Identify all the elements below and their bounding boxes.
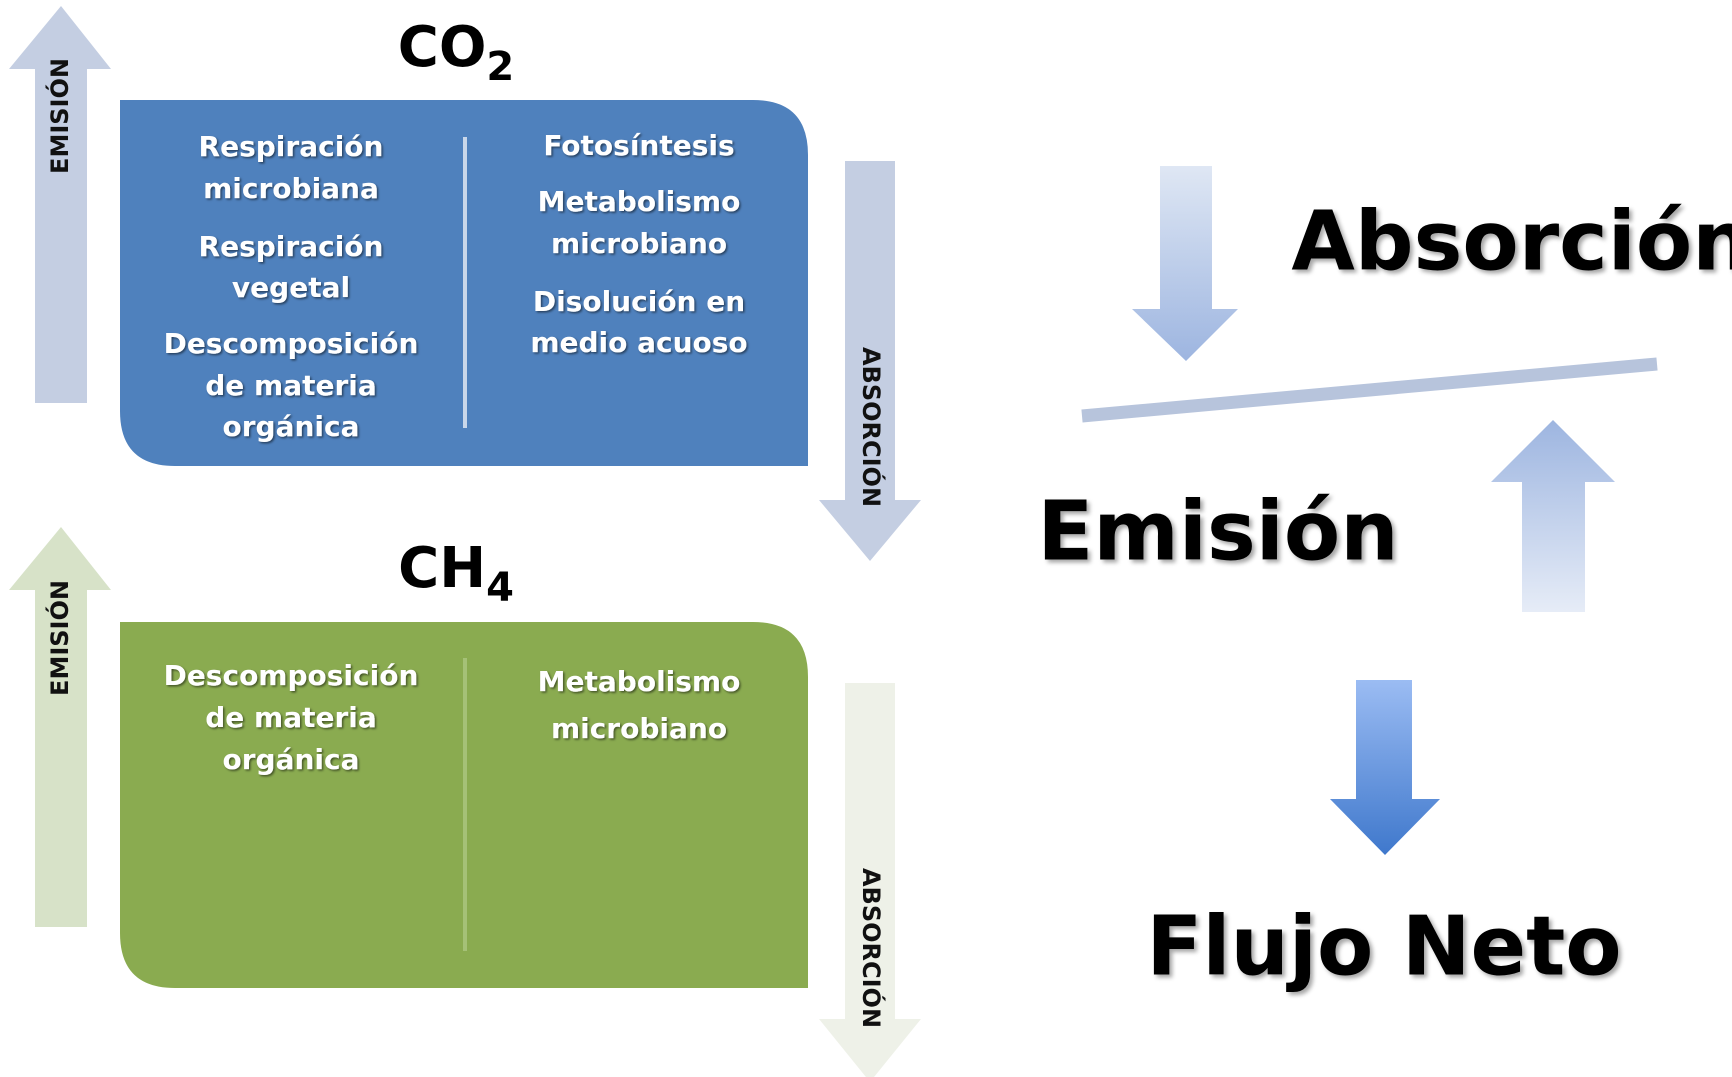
item-line: Descomposición: [164, 659, 419, 692]
balance-beam: [1081, 357, 1658, 423]
ch4-title: CH4: [398, 536, 514, 611]
item-line: medio acuoso: [530, 326, 747, 359]
absorption-text: Absorción: [1291, 194, 1732, 289]
item-line: Fotosíntesis: [543, 129, 734, 162]
net-flux-text: Flujo Neto: [1146, 899, 1621, 994]
emission-arrow: [9, 6, 111, 403]
item-line: Respiración: [199, 230, 384, 263]
title-text: CO: [398, 15, 487, 80]
item-line: vegetal: [232, 271, 350, 304]
item-line: orgánica: [222, 743, 359, 776]
item-line: Metabolismo: [538, 185, 741, 218]
item-line: orgánica: [222, 410, 359, 443]
item-line: de materia: [205, 701, 377, 734]
absorption-label: ABSORCIÓN: [857, 347, 887, 507]
item-line: Disolución en: [533, 285, 745, 318]
emission-label: EMISIÓN: [44, 58, 74, 174]
item-line: microbiana: [203, 172, 379, 205]
item-line: Metabolismo: [538, 665, 741, 698]
absorption-arrow: [819, 161, 921, 561]
absorption-label: ABSORCIÓN: [857, 868, 887, 1028]
emission-arrow: [9, 527, 111, 927]
emission-text: Emisión: [1037, 484, 1398, 579]
subscript: 4: [486, 565, 514, 611]
subscript: 2: [486, 44, 514, 90]
item-line: Respiración: [199, 130, 384, 163]
title-text: CH: [398, 536, 486, 601]
emission-arrow: [1491, 420, 1615, 612]
emission-label: EMISIÓN: [44, 580, 74, 696]
absorption-arrow: [819, 683, 921, 1077]
item-line: microbiano: [551, 227, 727, 260]
item-line: de materia: [205, 369, 377, 402]
co2-title: CO2: [398, 15, 515, 90]
item-line: microbiano: [551, 712, 727, 745]
net-arrow: [1330, 680, 1440, 855]
absorption-arrow: [1132, 166, 1238, 361]
item-line: Descomposición: [164, 327, 419, 360]
